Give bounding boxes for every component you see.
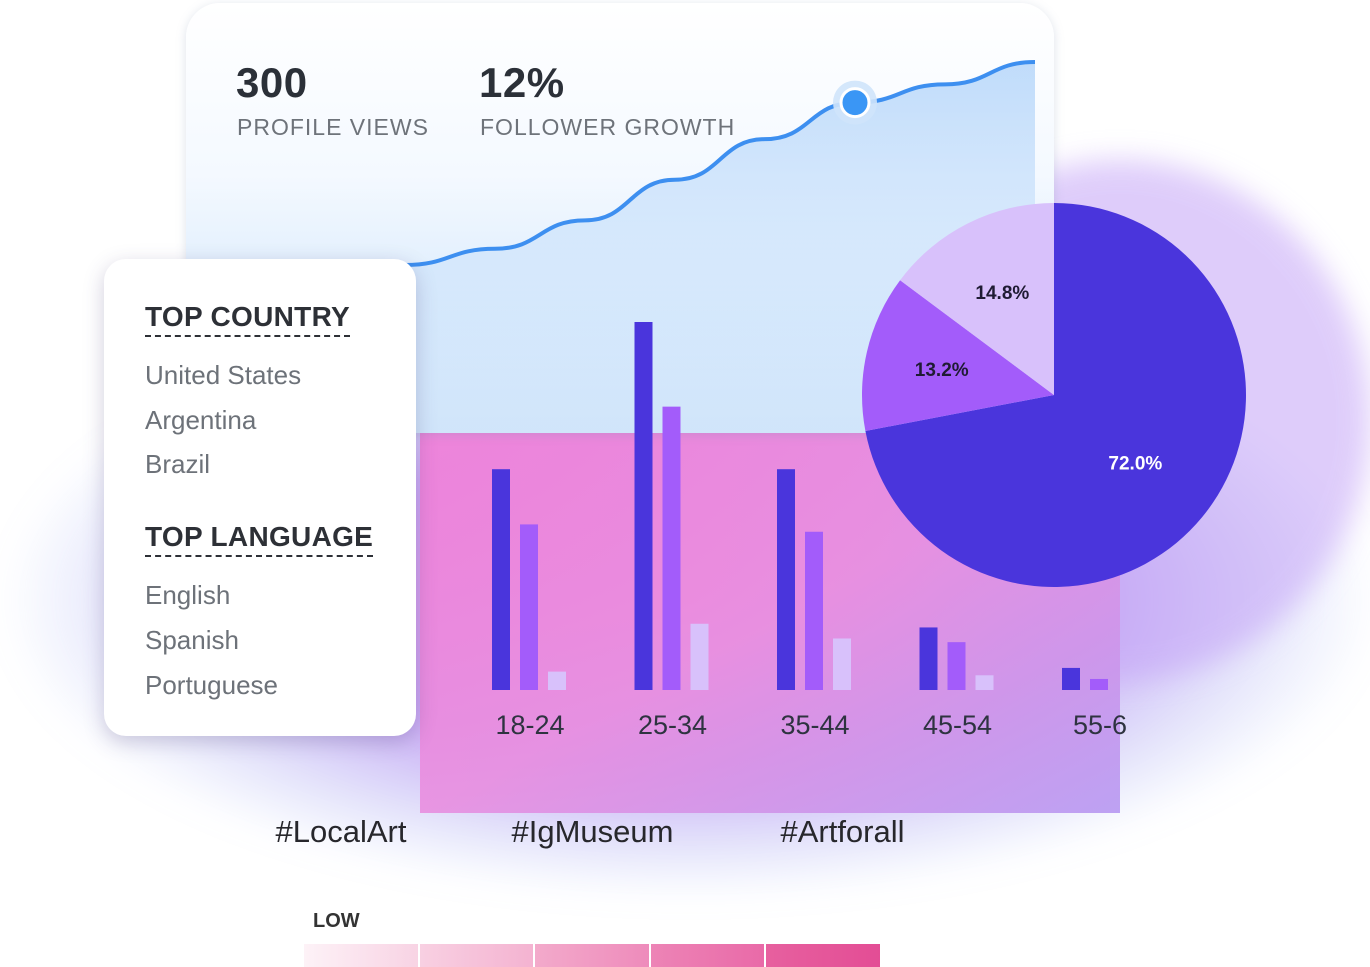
language-item: English xyxy=(145,580,231,610)
hashtag-label: #LocalArt xyxy=(275,814,407,849)
bar[interactable] xyxy=(520,524,538,690)
bar[interactable] xyxy=(492,469,510,690)
country-item: United States xyxy=(145,360,302,390)
language-item: Spanish xyxy=(145,625,239,655)
legend-swatch xyxy=(535,944,651,967)
legend-swatch xyxy=(650,944,767,967)
legend-swatch xyxy=(766,944,880,967)
bar[interactable] xyxy=(1090,678,1108,690)
line-series xyxy=(404,60,1036,267)
country-item: Argentina xyxy=(145,405,257,435)
bar[interactable] xyxy=(1062,667,1080,690)
top-language-title: TOP LANGUAGE xyxy=(145,521,374,557)
hashtag-chip[interactable]: #Artforall xyxy=(746,794,939,870)
bar-category-label: 55-6 xyxy=(1073,710,1127,740)
bar-category-label: 45-54 xyxy=(923,710,992,740)
bar[interactable] xyxy=(919,627,938,690)
audience-info-card: TOP COUNTRY United States Argentina Braz… xyxy=(104,259,416,736)
intensity-legend xyxy=(304,944,880,967)
bar-category-label: 25-34 xyxy=(638,710,707,740)
bar[interactable] xyxy=(634,322,653,690)
pie-slice-label: 13.2% xyxy=(915,360,969,381)
pie-slice-label: 72.0% xyxy=(1108,453,1162,474)
pie-slice[interactable] xyxy=(900,203,1054,395)
pie-slice[interactable] xyxy=(862,280,1054,431)
profile-views-value: 300 xyxy=(236,59,308,106)
bar[interactable] xyxy=(777,469,795,690)
legend-swatch xyxy=(419,944,536,967)
bar[interactable] xyxy=(548,671,566,690)
follower-growth-label: FOLLOWER GROWTH xyxy=(480,114,736,140)
bar[interactable] xyxy=(690,623,709,690)
legend-low-label: LOW xyxy=(313,910,360,932)
bar-category-label: 18-24 xyxy=(495,710,564,740)
line-point[interactable] xyxy=(839,87,871,119)
country-item: Brazil xyxy=(145,449,211,479)
follower-growth-value: 12% xyxy=(479,59,565,106)
language-item: Portuguese xyxy=(145,670,278,700)
hashtag-label: #Artforall xyxy=(780,814,905,849)
hashtag-label: #IgMuseum xyxy=(511,814,674,849)
bar[interactable] xyxy=(833,638,851,690)
top-country-title: TOP COUNTRY xyxy=(145,301,351,337)
bar[interactable] xyxy=(662,406,681,690)
bar-category-label: 35-44 xyxy=(780,710,849,740)
bar[interactable] xyxy=(947,642,966,690)
bar[interactable] xyxy=(975,675,994,690)
hashtag-chip[interactable]: #IgMuseum xyxy=(478,794,707,870)
profile-views-label: PROFILE VIEWS xyxy=(237,114,429,140)
legend-swatch xyxy=(304,944,420,967)
hashtag-chip[interactable]: #LocalArt xyxy=(243,794,439,870)
pie-slice[interactable] xyxy=(865,203,1247,588)
bar[interactable] xyxy=(805,531,823,690)
pie-slice-label: 14.8% xyxy=(975,283,1029,304)
